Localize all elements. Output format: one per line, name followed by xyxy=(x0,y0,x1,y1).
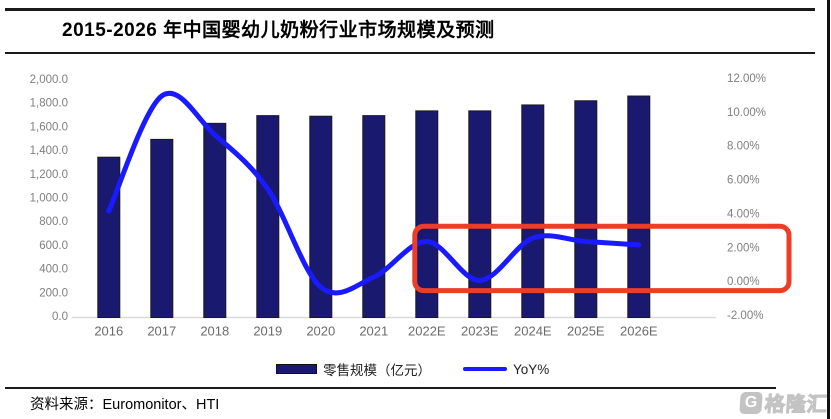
y-left-tick: 1,200.0 xyxy=(30,169,68,181)
x-tick-2017: 2017 xyxy=(147,324,176,339)
gelonghui-brand-text: 格隆汇 xyxy=(764,394,830,417)
legend-bar-label: 零售规模（亿元） xyxy=(323,363,431,378)
y-left-tick: 1,400.0 xyxy=(30,145,68,157)
title-bottom-rule xyxy=(5,52,815,54)
y-right-tick: 12.00% xyxy=(727,73,766,85)
x-tick-2020: 2020 xyxy=(306,324,335,339)
x-tick-2019: 2019 xyxy=(253,324,282,339)
y-left-tick: 1,800.0 xyxy=(30,98,68,110)
source-label: 资料来源： xyxy=(30,397,103,413)
right-border-rule xyxy=(827,0,830,419)
bar-2018 xyxy=(203,122,227,318)
source-value: Euromonitor、HTI xyxy=(102,397,220,413)
y-right-tick: 4.00% xyxy=(727,208,760,220)
x-tick-2018: 2018 xyxy=(200,324,229,339)
source-note: 资料来源：Euromonitor、HTI xyxy=(30,393,219,414)
top-rule xyxy=(5,8,815,11)
y-left-tick: 2,000.0 xyxy=(30,74,68,86)
bar-2017 xyxy=(150,138,174,318)
y-left-tick: 600.0 xyxy=(39,240,68,252)
legend-item-yoy: YoY% xyxy=(463,362,549,377)
bar-2021 xyxy=(362,115,386,318)
y-right-tick: 0.00% xyxy=(727,276,760,288)
legend-bar-swatch xyxy=(276,364,317,374)
y-right-tick: -2.00% xyxy=(727,310,763,322)
chart-legend: 零售规模（亿元） YoY% xyxy=(276,359,549,379)
x-tick-2023E: 2023E xyxy=(461,324,499,339)
y-right-tick: 8.00% xyxy=(727,141,760,153)
y-left-tick: 0.0 xyxy=(52,311,68,323)
y-left-tick: 1,000.0 xyxy=(30,193,68,205)
gelonghui-logo-icon: G xyxy=(739,391,763,414)
y-left-tick: 400.0 xyxy=(39,264,68,276)
bar-2020 xyxy=(309,115,333,318)
bar-2026E xyxy=(627,95,651,318)
x-tick-2022E: 2022E xyxy=(408,324,446,339)
y-right-tick: 2.00% xyxy=(727,242,760,254)
legend-line-swatch xyxy=(463,367,507,371)
yoy-line xyxy=(106,91,642,296)
x-tick-2026E: 2026E xyxy=(620,324,658,339)
y-left-tick: 200.0 xyxy=(39,287,68,299)
x-tick-2025E: 2025E xyxy=(567,324,605,339)
chart-title: 2015-2026 年中国婴幼儿奶粉行业市场规模及预测 xyxy=(62,20,495,41)
y-left-tick: 800.0 xyxy=(39,216,68,228)
bar-2019 xyxy=(256,115,280,318)
legend-line-label: YoY% xyxy=(513,361,550,377)
highlight-box xyxy=(412,223,792,294)
x-tick-2021: 2021 xyxy=(359,324,388,339)
source-rule xyxy=(5,387,776,389)
x-tick-2024E: 2024E xyxy=(514,324,552,339)
gelonghui-watermark: G 格隆汇 xyxy=(739,388,830,417)
bar-2022E xyxy=(415,110,439,318)
bar-2024E xyxy=(521,104,545,318)
bar-2023E xyxy=(468,110,492,318)
y-left-tick: 1,600.0 xyxy=(30,121,68,133)
bar-2025E xyxy=(574,100,598,318)
y-right-tick: 6.00% xyxy=(727,175,760,187)
bar-2016 xyxy=(97,156,121,318)
legend-item-retail: 零售规模（亿元） xyxy=(276,359,431,379)
y-right-tick: 10.00% xyxy=(727,107,766,119)
x-tick-2016: 2016 xyxy=(94,324,123,339)
